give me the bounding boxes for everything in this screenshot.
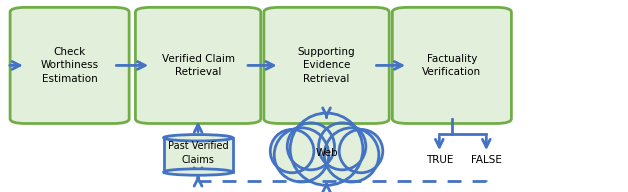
Text: Factuality
Verification: Factuality Verification [422, 54, 482, 77]
Text: Supporting
Evidence
Retrieval: Supporting Evidence Retrieval [298, 47, 355, 84]
Ellipse shape [339, 129, 383, 173]
FancyBboxPatch shape [136, 7, 261, 123]
Text: FALSE: FALSE [471, 155, 502, 165]
Text: TRUE: TRUE [426, 155, 453, 165]
Ellipse shape [164, 135, 232, 141]
FancyBboxPatch shape [10, 7, 129, 123]
Ellipse shape [274, 128, 328, 182]
Text: Past Verified
Claims: Past Verified Claims [168, 141, 229, 165]
Ellipse shape [164, 169, 232, 175]
Ellipse shape [318, 123, 366, 170]
Text: Verified Claim
Retrieval: Verified Claim Retrieval [161, 54, 235, 77]
Ellipse shape [290, 113, 363, 185]
Bar [164, 138, 232, 172]
FancyBboxPatch shape [392, 7, 511, 123]
Text: Check
Worthiness
Estimation: Check Worthiness Estimation [41, 47, 99, 84]
Ellipse shape [270, 129, 314, 173]
FancyBboxPatch shape [264, 7, 389, 123]
Ellipse shape [287, 123, 335, 170]
Ellipse shape [324, 128, 379, 182]
Text: Web: Web [315, 148, 338, 158]
